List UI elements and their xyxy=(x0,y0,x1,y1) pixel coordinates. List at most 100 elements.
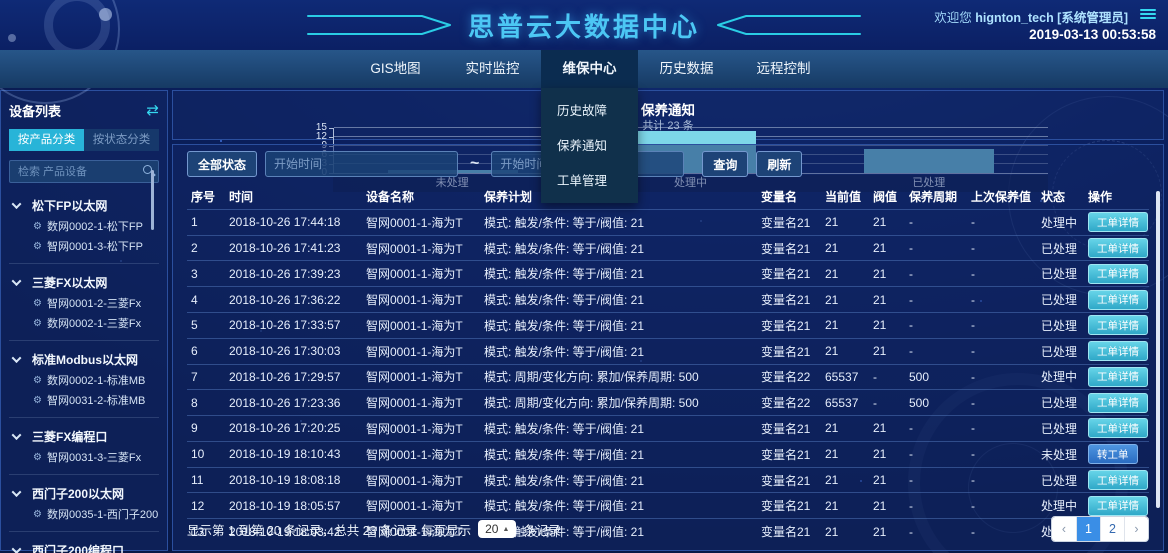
pagination-next[interactable]: › xyxy=(1124,517,1148,541)
tree-item[interactable]: ⚙ 数网0002-1-三菱Fx xyxy=(9,313,159,333)
tree-item[interactable]: ⚙ 智网0001-3-松下FP xyxy=(9,236,159,256)
pagination-page-2[interactable]: 2 xyxy=(1100,517,1124,541)
dropdown-item-工单管理[interactable]: 工单管理 xyxy=(557,174,608,188)
chevron-down-icon xyxy=(11,276,22,287)
tree-group-header[interactable]: 三菱FX以太网 xyxy=(9,272,159,293)
cell-device: 智网0001-1-海为T xyxy=(362,311,480,339)
nav-item-远程控制[interactable]: 远程控制 xyxy=(756,61,811,76)
table-footer: 显示第 1 到第 20 条记录，总共 23 条记录 每页显示 20 ▲ 条记录 … xyxy=(187,515,1149,543)
pagination: ‹ 1 2 › xyxy=(1051,516,1149,542)
row-action-button[interactable]: 工单详情 xyxy=(1088,470,1148,491)
chart-title: 保养通知 xyxy=(641,103,695,118)
cell-time: 2018-10-19 18:10:43 xyxy=(225,440,362,468)
page-size-select[interactable]: 20 ▲ xyxy=(478,520,517,538)
tree-group-header[interactable]: 松下FP以太网 xyxy=(9,195,159,216)
chevron-down-icon xyxy=(11,544,22,553)
tree-item-label: 数网0002-1-三菱Fx xyxy=(46,318,142,330)
cell-last: - xyxy=(967,208,1037,236)
cell-no: 9 xyxy=(187,415,225,442)
cell-current: 21 xyxy=(821,337,869,365)
row-action-button[interactable]: 工单详情 xyxy=(1088,212,1148,233)
menu-list-icon[interactable] xyxy=(1140,9,1156,21)
tree-item[interactable]: ⚙ 智网0001-2-三菱Fx xyxy=(9,293,159,313)
cell-var_name: 变量名21 xyxy=(757,440,821,468)
nav-item-GIS地图[interactable]: GIS地图 xyxy=(370,61,421,76)
main-nav: GIS地图 实时监控 维保中心 历史数据 远程控制 xyxy=(0,50,1168,88)
cell-last: - xyxy=(967,337,1037,365)
status-filter-button[interactable]: 全部状态 xyxy=(187,151,258,178)
table-scrollbar[interactable] xyxy=(1156,190,1160,508)
maintenance-table: 序号 时间 设备名称 保养计划 变量名 当前值 阀值 保养周期 上次保养值 状态 操作 1 2018-… xyxy=(187,185,1149,544)
device-tree: 松下FP以太网 ⚙ 数网0002-1-松下FP ⚙ 智网0001-3-松下FP 三菱FX以… xyxy=(9,195,159,553)
sidebar-tabs: 按产品分类 按状态分类 xyxy=(9,129,159,151)
cell-last: - xyxy=(967,234,1037,261)
cell-device: 智网0001-1-海为T xyxy=(362,337,480,365)
nav-item-历史数据[interactable]: 历史数据 xyxy=(659,61,714,76)
page-size-value: 20 xyxy=(485,522,499,536)
device-search-input[interactable] xyxy=(9,160,159,183)
cell-last: - xyxy=(967,260,1037,287)
tree-group-header[interactable]: 西门子200编程口 xyxy=(9,540,159,553)
query-button[interactable]: 查询 xyxy=(702,151,749,178)
cell-device: 智网0001-1-海为T xyxy=(362,234,480,261)
cell-threshold: - xyxy=(869,389,905,416)
row-action-button[interactable]: 工单详情 xyxy=(1088,366,1148,387)
chart-panel: 保养通知 共计 23 条 03691215 未处理处理中已处理 xyxy=(172,90,1164,192)
table-header-row: 序号 时间 设备名称 保养计划 变量名 当前值 阀值 保养周期 上次保养值 状态 操作 xyxy=(187,185,1149,210)
maintenance-dropdown: 历史故障保养通知工单管理 xyxy=(541,88,638,203)
row-action-button[interactable]: 工单详情 xyxy=(1088,263,1148,284)
row-action-button[interactable]: 工单详情 xyxy=(1088,315,1148,336)
dropdown-item-保养通知[interactable]: 保养通知 xyxy=(557,139,608,153)
cell-action: 工单详情 xyxy=(1084,286,1149,313)
pagination-prev[interactable]: ‹ xyxy=(1052,517,1076,541)
row-action-button[interactable]: 工单详情 xyxy=(1088,495,1148,516)
cell-var_name: 变量名21 xyxy=(757,492,821,519)
tree-separator xyxy=(9,263,159,264)
row-action-button[interactable]: 转工单 xyxy=(1088,444,1138,465)
cell-device: 智网0001-1-海为T xyxy=(362,389,480,416)
tree-item[interactable]: ⚙ 数网0002-1-松下FP xyxy=(9,216,159,236)
sidebar-scrollbar[interactable] xyxy=(151,170,154,230)
tree-group-header[interactable]: 三菱FX编程口 xyxy=(9,426,159,447)
tree-group-header[interactable]: 标准Modbus以太网 xyxy=(9,349,159,370)
cell-current: 21 xyxy=(821,260,869,287)
chart-gridline xyxy=(334,127,1048,128)
swap-arrows-icon[interactable]: ⇄ xyxy=(146,101,159,119)
row-action-button[interactable]: 工单详情 xyxy=(1088,392,1148,413)
row-action-button[interactable]: 工单详情 xyxy=(1088,418,1148,439)
tree-group-header[interactable]: 西门子200以太网 xyxy=(9,483,159,504)
tree-item[interactable]: ⚙ 数网0035-1-西门子200 xyxy=(9,504,159,524)
cell-var_name: 变量名21 xyxy=(757,415,821,442)
cell-var_name: 变量名21 xyxy=(757,286,821,313)
cell-cycle: - xyxy=(905,260,967,287)
row-action-button[interactable]: 工单详情 xyxy=(1088,341,1148,362)
nav-item-维保中心[interactable]: 维保中心 xyxy=(541,50,638,88)
sidebar-tab-按产品分类[interactable]: 按产品分类 xyxy=(9,129,84,151)
cell-device: 智网0001-1-海为T xyxy=(362,260,480,287)
cell-threshold: 21 xyxy=(869,286,905,313)
record-summary-suffix: 条记录 xyxy=(523,523,561,538)
cell-plan: 模式: 周期/变化方向: 累加/保养周期: 500 xyxy=(480,363,757,390)
nav-item-实时监控[interactable]: 实时监控 xyxy=(465,61,520,76)
cell-device: 智网0001-1-海为T xyxy=(362,466,480,493)
dropdown-item-历史故障[interactable]: 历史故障 xyxy=(557,104,608,118)
sidebar-title: 设备列表 xyxy=(9,103,62,119)
tree-item[interactable]: ⚙ 数网0002-1-标准MB xyxy=(9,370,159,390)
tree-item[interactable]: ⚙ 智网0031-3-三菱Fx xyxy=(9,447,159,467)
sidebar-tab-按状态分类[interactable]: 按状态分类 xyxy=(84,129,159,151)
row-action-button[interactable]: 工单详情 xyxy=(1088,238,1148,259)
cell-status: 已处理 xyxy=(1037,466,1084,493)
cell-action: 工单详情 xyxy=(1084,311,1149,339)
sidebar-header: 设备列表 ⇄ xyxy=(9,99,159,121)
search-icon[interactable] xyxy=(143,165,152,174)
chart-subtitle: 共计 23 条 xyxy=(642,120,694,132)
row-action-button[interactable]: 工单详情 xyxy=(1088,289,1148,310)
pagination-page-1[interactable]: 1 xyxy=(1076,517,1100,541)
start-time-input[interactable] xyxy=(265,151,459,178)
cell-cycle: - xyxy=(905,492,967,519)
cell-cycle: - xyxy=(905,415,967,442)
cell-current: 21 xyxy=(821,518,869,544)
refresh-button[interactable]: 刷新 xyxy=(756,151,803,178)
cell-last: - xyxy=(967,389,1037,416)
tree-item[interactable]: ⚙ 智网0031-2-标准MB xyxy=(9,390,159,410)
